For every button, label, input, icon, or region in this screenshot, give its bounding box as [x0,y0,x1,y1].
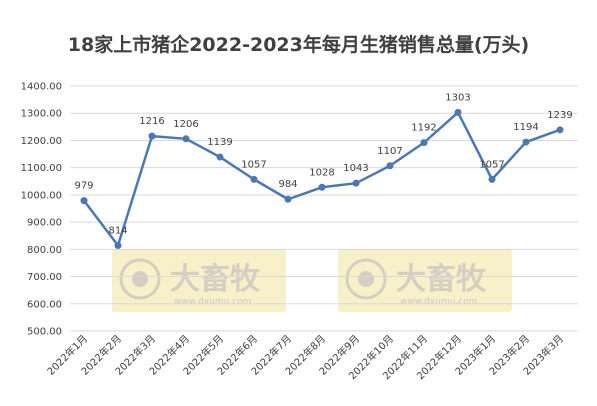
data-label: 1194 [513,122,538,133]
data-point [352,179,360,187]
watermark-site: www.dxumu.com [400,297,477,307]
data-label: 1057 [479,159,504,170]
y-tick-label: 1200.00 [21,136,62,147]
data-point [522,138,530,146]
data-label: 1303 [445,92,470,103]
data-point [148,132,156,140]
data-point [318,183,326,191]
data-point [488,175,496,183]
watermark-box [338,249,512,312]
watermark-logo-icon [345,258,387,300]
data-point [284,195,292,203]
data-point [386,162,394,170]
data-label: 1216 [139,116,164,127]
y-tick-label: 600.00 [27,299,62,310]
data-point [182,135,190,143]
data-point [556,126,564,134]
data-point [80,197,88,205]
data-label: 1239 [547,110,572,121]
watermark-site: www.dxumu.com [174,297,251,307]
data-point [420,139,428,147]
data-point [216,153,224,161]
data-point [250,175,258,183]
y-tick-label: 800.00 [27,245,62,256]
watermark-brand: 大畜牧 [396,262,487,297]
watermark-box [112,249,286,312]
y-tick-label: 1000.00 [21,190,62,201]
y-tick-label: 700.00 [27,272,62,283]
data-label: 1192 [411,123,436,134]
chart-title: 18家上市猪企2022-2023年每月生猪销售总量(万头) [67,34,530,56]
y-tick-label: 1400.00 [21,82,62,93]
data-label: 814 [108,226,127,237]
y-tick-label: 1100.00 [21,163,62,174]
watermark-logo-dot-icon [358,271,374,287]
data-label: 1107 [377,146,402,157]
y-tick-label: 1300.00 [21,109,62,120]
data-label: 984 [278,179,297,190]
data-point [114,242,122,250]
y-tick-label: 900.00 [27,218,62,229]
data-label: 979 [74,181,93,192]
data-label: 1206 [173,119,198,130]
watermark-brand: 大畜牧 [170,262,261,297]
watermark-logo-icon [119,258,161,300]
y-tick-label: 500.00 [27,327,62,338]
data-label: 1139 [207,137,232,148]
data-point [454,108,462,116]
data-label: 1057 [241,159,266,170]
watermark-logo-dot-icon [132,271,148,287]
data-label: 1043 [343,163,368,174]
data-label: 1028 [309,167,334,178]
